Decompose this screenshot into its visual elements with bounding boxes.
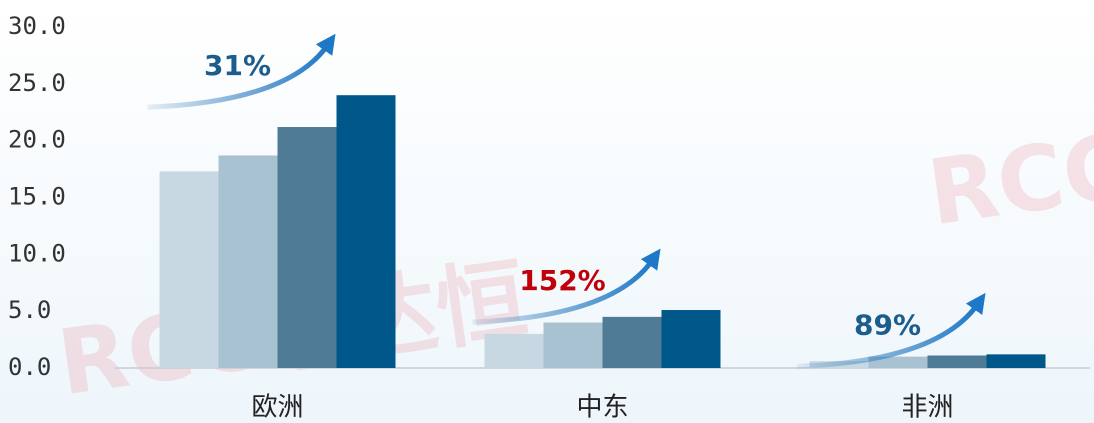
bar [868, 356, 928, 368]
x-tick-label: 中东 [576, 393, 628, 423]
bar [927, 355, 987, 368]
y-tick-label: 10.0 [8, 239, 66, 267]
bar [543, 322, 603, 368]
x-tick-label: 欧洲 [251, 393, 303, 423]
growth-arrow [797, 292, 986, 369]
y-tick-label: 5.0 [8, 296, 51, 324]
bar [336, 95, 396, 368]
bar [661, 310, 721, 368]
growth-arrow [472, 248, 661, 325]
annotation: 89% [854, 308, 921, 341]
bar [986, 354, 1046, 368]
x-tick-label: 非洲 [901, 393, 953, 423]
bar [277, 127, 337, 368]
annotation: 152% [519, 264, 606, 297]
bar [602, 316, 662, 368]
bar [218, 155, 278, 368]
y-tick-label: 0.0 [8, 353, 51, 381]
annotation: 31% [204, 49, 271, 82]
growth-arrow [147, 33, 336, 110]
y-tick-label: 30.0 [8, 12, 66, 40]
bar [484, 333, 544, 368]
y-tick-label: 25.0 [8, 69, 66, 97]
y-tick-label: 20.0 [8, 126, 66, 154]
y-tick-label: 15.0 [8, 183, 66, 211]
bar [159, 171, 219, 368]
